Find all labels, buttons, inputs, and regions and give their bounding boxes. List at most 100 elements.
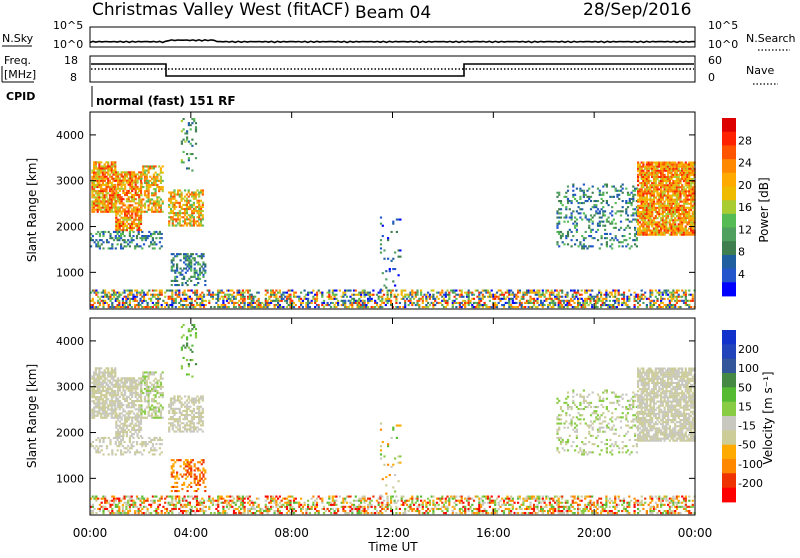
power-cell — [318, 304, 320, 306]
power-cell — [194, 276, 196, 278]
velocity-cell — [131, 410, 133, 412]
power-cell — [188, 159, 190, 161]
power-cell — [385, 287, 387, 289]
power-cell — [183, 276, 185, 278]
velocity-cell — [119, 400, 121, 402]
power-cell — [574, 221, 576, 223]
power-cell — [186, 216, 188, 218]
power-cell — [337, 304, 339, 306]
power-cell — [429, 294, 431, 296]
power-cell — [186, 212, 188, 214]
velocity-cell — [115, 408, 117, 410]
power-cell — [210, 306, 212, 308]
power-cell — [618, 198, 620, 200]
power-cell — [143, 296, 145, 298]
power-cell — [625, 245, 627, 247]
power-cell — [160, 167, 162, 169]
power-cell — [254, 296, 256, 298]
power-cell — [389, 270, 391, 272]
power-cell — [98, 163, 100, 165]
power-cell — [219, 298, 221, 300]
power-cell — [194, 300, 196, 302]
power-cell — [597, 239, 599, 241]
power-cell — [307, 298, 309, 300]
power-cell — [600, 292, 602, 294]
power-cell — [94, 241, 96, 243]
power-cell — [646, 306, 648, 308]
power-cell — [578, 206, 580, 208]
power-cell — [105, 196, 107, 198]
power-cell — [461, 292, 463, 294]
power-cell — [172, 216, 174, 218]
power-cell — [614, 294, 616, 296]
power-cell — [651, 306, 653, 308]
power-cell — [98, 198, 100, 200]
power-cell — [452, 306, 454, 308]
velocity-cell — [146, 380, 148, 382]
power-cell — [136, 300, 138, 302]
power-cell — [604, 214, 606, 216]
power-cell — [604, 210, 606, 212]
power-cell — [307, 304, 309, 306]
power-cell — [658, 294, 660, 296]
power-cell — [175, 298, 177, 300]
power-cell — [641, 296, 643, 298]
velocity-cell — [138, 431, 140, 433]
power-cell — [651, 290, 653, 292]
power-cell — [199, 263, 201, 265]
power-cell — [187, 270, 189, 272]
power-cell — [601, 202, 603, 204]
power-cell — [671, 197, 673, 199]
power-cell — [574, 290, 576, 292]
power-cell — [425, 298, 427, 300]
power-cell — [611, 223, 613, 225]
power-cell — [114, 184, 116, 186]
power-cell — [124, 208, 126, 210]
power-cell — [585, 245, 587, 247]
velocity-cell — [140, 419, 142, 421]
power-cell — [616, 306, 618, 308]
power-cell — [194, 259, 196, 261]
power-cell — [686, 197, 688, 199]
velocity-cell — [148, 404, 150, 406]
power-cell — [579, 198, 581, 200]
power-cell — [558, 223, 560, 225]
power-cell — [531, 306, 533, 308]
power-cell — [625, 200, 627, 202]
velocity-cell — [140, 382, 142, 384]
power-cell — [228, 306, 230, 308]
power-cell — [129, 192, 131, 194]
power-cell — [562, 235, 564, 237]
power-cell — [106, 302, 108, 304]
power-cell — [168, 204, 170, 206]
power-cell — [593, 298, 595, 300]
power-cell — [150, 241, 152, 243]
power-cell — [131, 241, 133, 243]
power-cell — [157, 306, 159, 308]
power-cell — [328, 292, 330, 294]
power-cell — [327, 302, 329, 304]
power-cell — [570, 298, 572, 300]
velocity-cell — [104, 369, 106, 371]
power-cell — [360, 296, 362, 298]
power-cell — [129, 302, 131, 304]
power-cell — [641, 188, 643, 190]
power-cell — [102, 306, 104, 308]
power-cell — [685, 296, 687, 298]
power-cell — [586, 247, 588, 249]
power-cell — [432, 290, 434, 292]
velocity-cell — [93, 409, 95, 411]
power-cell — [662, 182, 664, 184]
power-cell — [566, 296, 568, 298]
power-cell — [105, 176, 107, 178]
power-cell — [683, 186, 685, 188]
power-cell — [98, 182, 100, 184]
power-cell — [208, 292, 210, 294]
power-cell — [118, 239, 120, 241]
station-title: Christmas Valley West (fitACF) — [92, 0, 350, 20]
power-cell — [125, 245, 127, 247]
power-cell — [121, 186, 123, 188]
power-cell — [93, 194, 95, 196]
power-cell — [99, 247, 101, 249]
power-cell — [382, 272, 384, 274]
